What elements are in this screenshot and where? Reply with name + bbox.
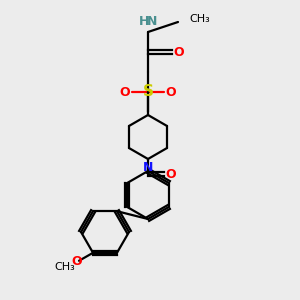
- Text: O: O: [72, 255, 82, 268]
- Text: O: O: [166, 85, 176, 98]
- Text: S: S: [142, 85, 154, 100]
- Text: CH₃: CH₃: [189, 14, 210, 24]
- Text: N: N: [143, 161, 153, 174]
- Text: H: H: [139, 15, 149, 28]
- Text: O: O: [120, 85, 130, 98]
- Text: N: N: [147, 15, 157, 28]
- Text: CH₃: CH₃: [55, 262, 75, 272]
- Text: O: O: [174, 46, 184, 59]
- Text: O: O: [166, 167, 176, 181]
